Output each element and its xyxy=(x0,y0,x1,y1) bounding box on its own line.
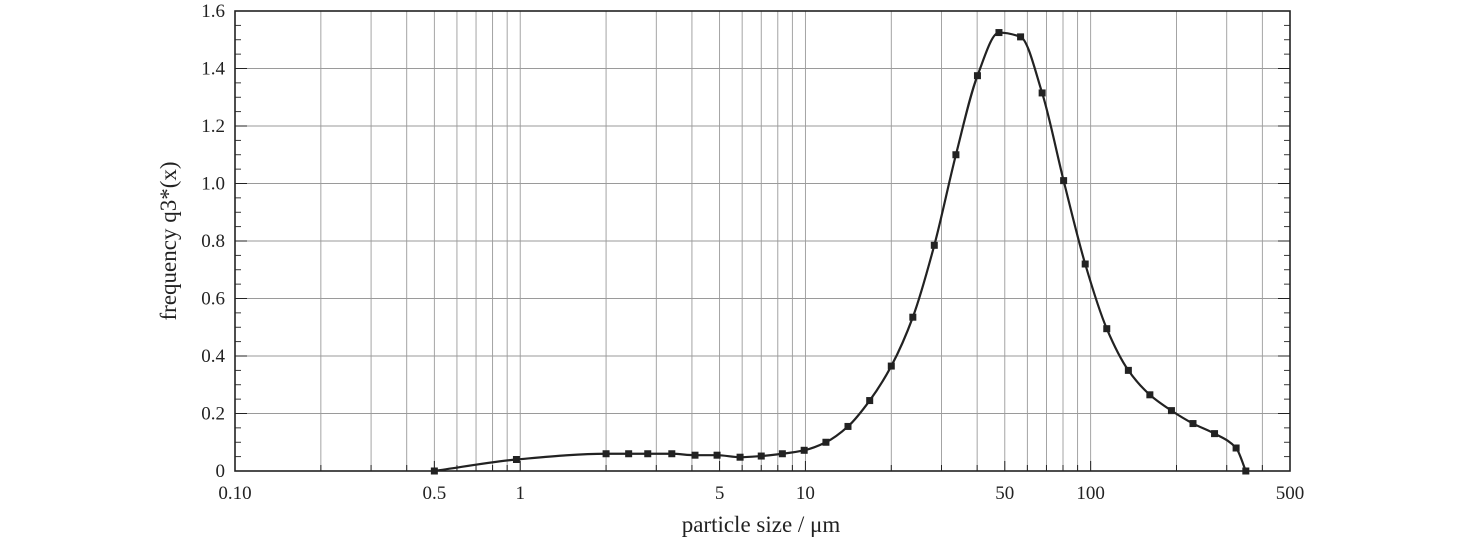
data-point xyxy=(1232,444,1240,452)
data-point xyxy=(1146,391,1154,399)
x-tick-label: 5 xyxy=(715,483,725,504)
data-point xyxy=(668,450,676,458)
x-tick-label: 0.10 xyxy=(218,483,251,504)
data-point xyxy=(1017,33,1025,41)
y-tick-label: 1.4 xyxy=(201,59,225,80)
data-point xyxy=(866,397,874,405)
y-tick-labels: 0 0.2 0.4 0.6 0.8 1.0 1.2 1.4 1.6 xyxy=(201,1,225,482)
data-point xyxy=(1060,177,1068,185)
data-point xyxy=(778,450,786,458)
data-point xyxy=(995,29,1003,37)
y-tick-label: 0.4 xyxy=(201,346,225,367)
data-point xyxy=(736,453,744,461)
plot-frame xyxy=(234,10,1291,472)
data-point xyxy=(757,452,765,460)
data-point xyxy=(822,438,830,446)
y-tick-label: 0.2 xyxy=(201,404,225,425)
data-point xyxy=(973,72,981,80)
x-tick-label: 0.5 xyxy=(422,483,446,504)
data-point xyxy=(1242,467,1250,475)
data-point xyxy=(644,450,652,458)
data-point xyxy=(1103,325,1111,333)
x-tick-labels: 0.10 0.5 1 5 10 50 100 500 xyxy=(218,483,1304,504)
data-point xyxy=(430,467,438,475)
x-tick-label: 10 xyxy=(796,483,815,504)
grid xyxy=(234,10,1291,472)
x-tick-label: 1 xyxy=(515,483,525,504)
y-tick-label: 0.6 xyxy=(201,289,225,310)
data-point xyxy=(1124,366,1132,374)
data-point xyxy=(1081,260,1089,268)
y-tick-label: 0.8 xyxy=(201,231,225,252)
data-point xyxy=(909,313,917,321)
data-point xyxy=(887,362,895,370)
data-point xyxy=(625,450,633,458)
y-tick-label: 1.2 xyxy=(201,116,225,137)
y-axis-title: frequency q3*(x) xyxy=(156,161,181,320)
data-point xyxy=(1167,407,1175,415)
series-line xyxy=(434,31,1247,473)
data-point xyxy=(713,451,721,459)
data-markers xyxy=(430,29,1250,475)
x-tick-label: 100 xyxy=(1076,483,1105,504)
x-axis-title: particle size / μm xyxy=(682,512,841,537)
x-tick-label: 50 xyxy=(995,483,1014,504)
data-point xyxy=(691,451,699,459)
data-point xyxy=(800,446,808,454)
data-point xyxy=(952,151,960,159)
data-point xyxy=(512,456,520,463)
data-point xyxy=(1211,430,1219,438)
y-tick-label: 0 xyxy=(216,461,226,482)
y-tick-label: 1.0 xyxy=(201,174,225,195)
data-point xyxy=(930,241,938,249)
data-point xyxy=(602,450,610,458)
x-tick-label: 500 xyxy=(1276,483,1305,504)
data-point xyxy=(1038,89,1046,97)
data-point xyxy=(844,422,852,430)
y-tick-label: 1.6 xyxy=(201,1,225,22)
data-point xyxy=(1189,420,1197,428)
